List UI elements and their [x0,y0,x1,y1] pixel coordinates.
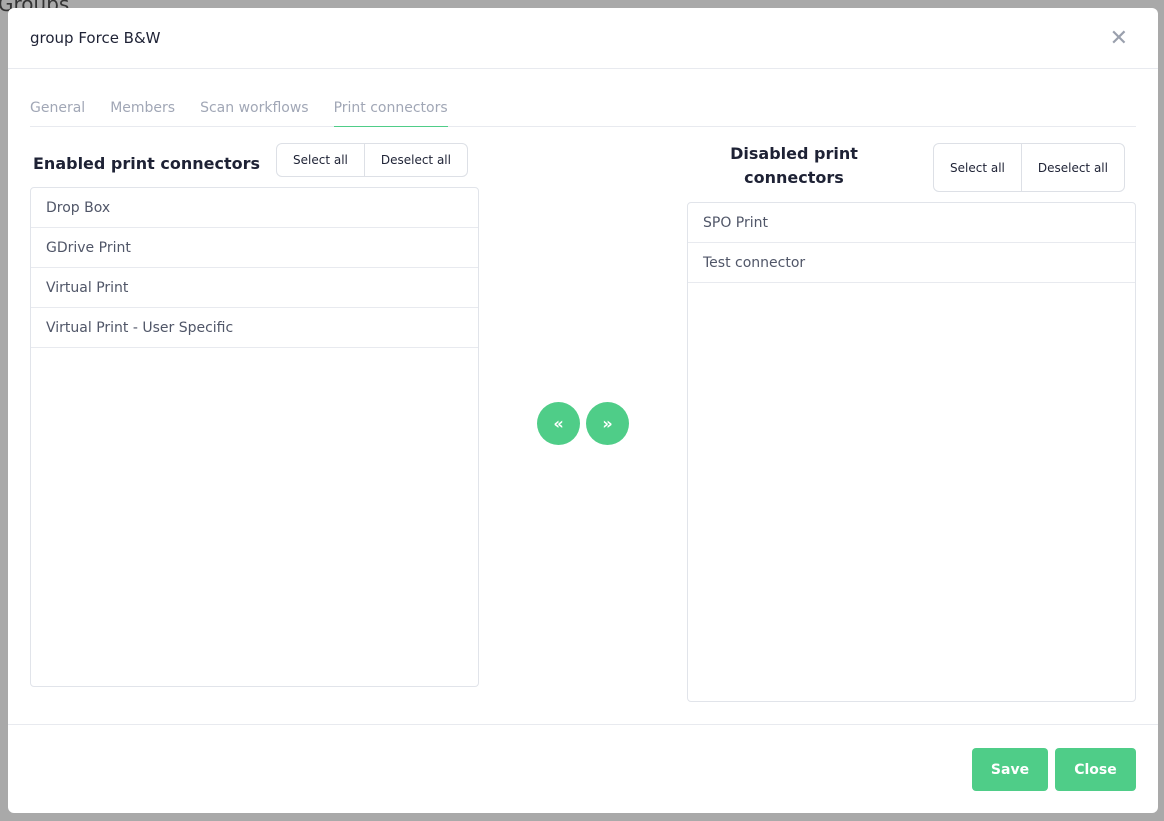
dialog-title: group Force B&W [30,29,161,47]
dialog-footer-divider [8,724,1158,725]
list-item[interactable]: Test connector [688,243,1135,283]
move-right-button[interactable]: » [586,402,629,445]
move-left-button[interactable]: « [537,402,580,445]
disabled-title-line1: Disabled print [730,144,858,163]
close-icon[interactable]: ✕ [1109,26,1128,51]
double-chevron-right-icon: » [602,414,613,433]
list-item[interactable]: Virtual Print [31,268,478,308]
double-chevron-left-icon: « [553,414,564,433]
tab-print-connectors[interactable]: Print connectors [333,98,448,127]
tab-scan-workflows[interactable]: Scan workflows [200,100,309,116]
disabled-list: SPO Print Test connector [687,202,1136,702]
disabled-deselect-all-button[interactable]: Deselect all [1020,144,1124,191]
list-item[interactable]: SPO Print [688,203,1135,243]
enabled-list: Drop Box GDrive Print Virtual Print Virt… [30,187,479,687]
disabled-title: Disabled print connectors [708,142,880,190]
list-item[interactable]: Virtual Print - User Specific [31,308,478,348]
tab-bar: General Members Scan workflows Print con… [30,98,1136,127]
disabled-select-group: Select all Deselect all [933,143,1125,192]
enabled-deselect-all-button[interactable]: Deselect all [363,144,467,176]
dialog-header: group Force B&W [8,8,1158,69]
group-dialog: group Force B&W ✕ General Members Scan w… [8,8,1158,813]
enabled-select-all-button[interactable]: Select all [293,153,348,167]
tab-members[interactable]: Members [110,100,176,116]
list-item[interactable]: GDrive Print [31,228,478,268]
save-button[interactable]: Save [972,748,1048,791]
enabled-title: Enabled print connectors [33,154,261,173]
enabled-select-group: Select all Deselect all [276,143,468,177]
disabled-title-line2: connectors [744,168,844,187]
list-item[interactable]: Drop Box [31,188,478,228]
close-button[interactable]: Close [1055,748,1136,791]
disabled-select-all-button[interactable]: Select all [950,160,1005,175]
tab-general[interactable]: General [30,100,86,116]
